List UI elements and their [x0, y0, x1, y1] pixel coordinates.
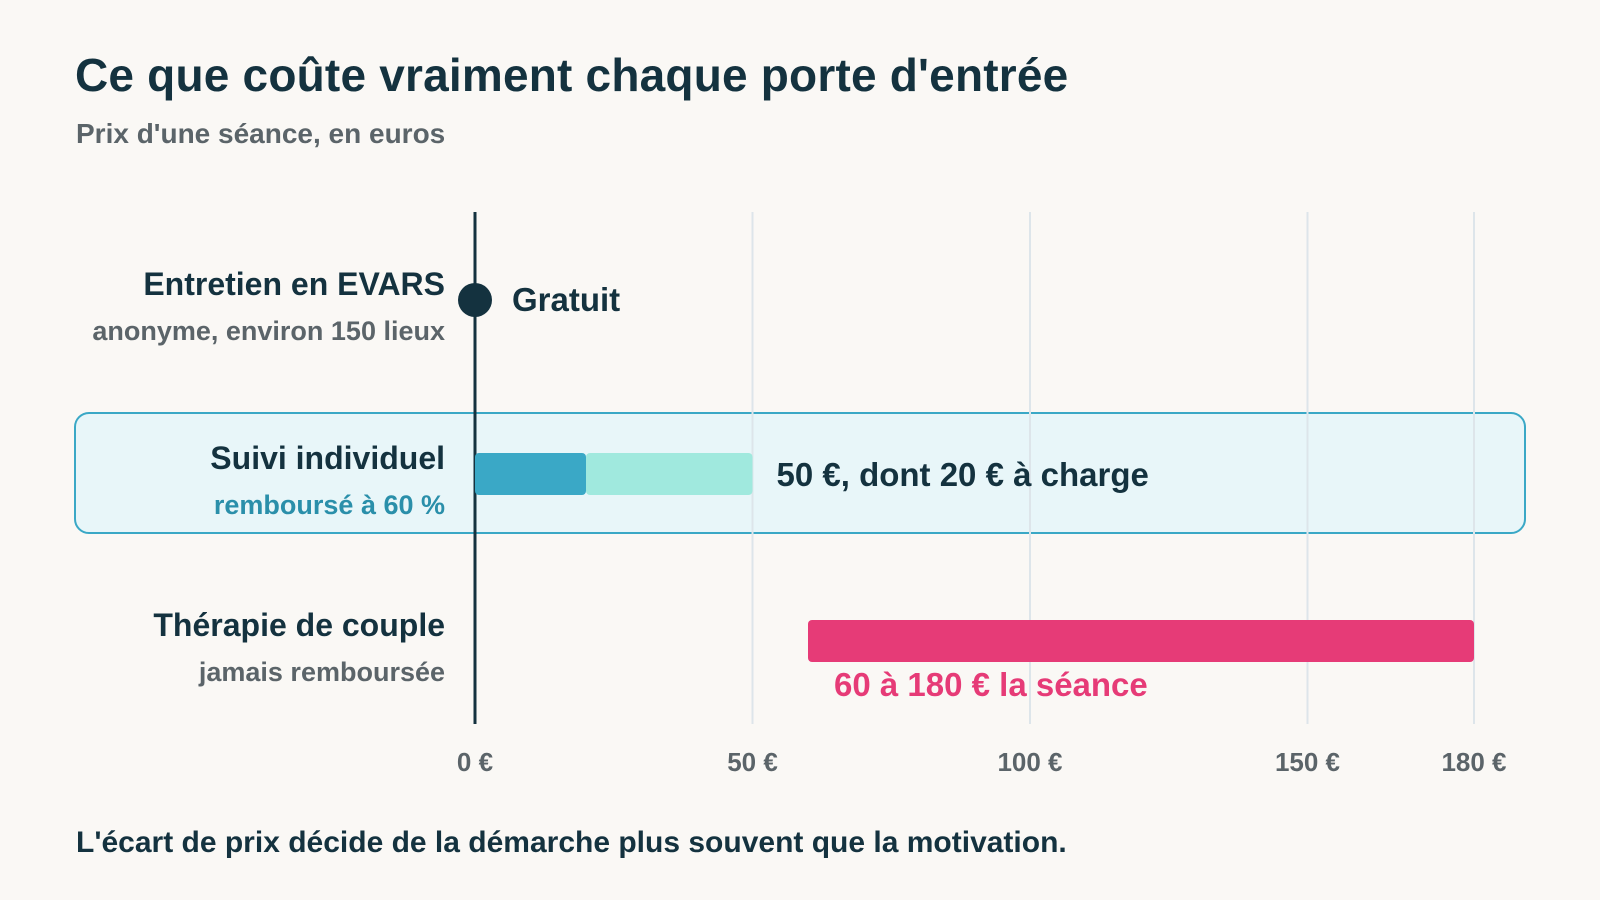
bar-segment-reimbursed [475, 453, 586, 495]
row-label: Entretien en EVARS [143, 266, 445, 302]
row-sublabel: jamais remboursée [198, 657, 445, 687]
chart-title: Ce que coûte vraiment chaque porte d'ent… [75, 49, 1069, 101]
x-tick-label: 180 € [1441, 747, 1506, 777]
range-bar [808, 620, 1474, 662]
marks-layer [458, 283, 1474, 662]
row-sublabel: anonyme, environ 150 lieux [92, 316, 445, 346]
x-tick-label: 0 € [457, 747, 493, 777]
labels-layer: Entretien en EVARS anonyme, environ 150 l… [92, 266, 1148, 703]
x-tick-label: 50 € [727, 747, 778, 777]
data-label: 50 €, dont 20 € à charge [777, 456, 1149, 493]
row-label: Thérapie de couple [153, 607, 445, 643]
highlight-band [74, 412, 1526, 534]
x-tick-label: 150 € [1275, 747, 1340, 777]
point-marker [458, 283, 492, 317]
x-tick-label: 100 € [997, 747, 1062, 777]
highlight-layer [74, 412, 1526, 534]
chart-footnote: L'écart de prix décide de la démarche pl… [76, 826, 1067, 859]
bar-segment-remainder [586, 453, 753, 495]
data-label: 60 à 180 € la séance [834, 666, 1148, 703]
chart-subtitle: Prix d'une séance, en euros [76, 118, 446, 149]
data-label: Gratuit [512, 281, 620, 318]
row-sublabel: remboursé à 60 % [214, 490, 445, 520]
row-label: Suivi individuel [210, 440, 445, 476]
